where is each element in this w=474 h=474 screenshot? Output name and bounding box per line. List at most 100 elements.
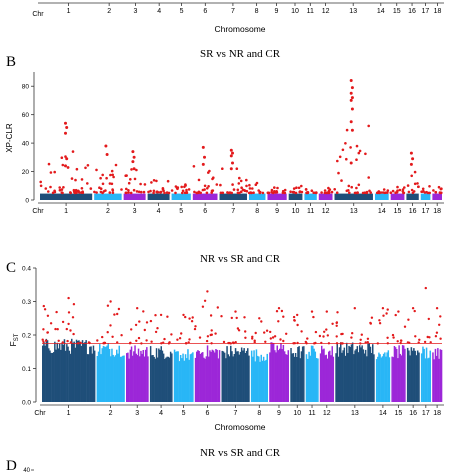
panel-c-chr-7-column [236,351,238,402]
panel-c-chr-10-column [303,346,305,402]
panel-c-chr-13-column [340,342,342,402]
panel-c-chr-12-column [329,350,331,402]
panel-c-point [378,322,382,325]
panel-b-point [129,191,133,195]
panel-c-chr-1-column [89,346,91,402]
panel-c-chr-11-column [314,351,317,402]
panel-c-chr-label-7: 7 [234,410,238,417]
panel-b-point [127,189,130,192]
panel-c-chr-2-column [112,354,114,402]
panel-b-point [267,191,271,195]
panel-c-chr-2-column [120,356,123,402]
panel-b-chr-label-4: 4 [157,208,161,215]
panel-c-max-point-chr-3 [136,307,139,310]
panel-c-chr-13-column [337,356,340,402]
panel-c-point [41,338,44,341]
panel-b-point [273,186,276,189]
panel-b-point [185,188,188,192]
panel-b-point [423,191,427,194]
panel-c-chr-11-column [307,358,309,402]
panel-c-title: NR vs SR and CR [200,253,281,265]
panel-a-chr-label-5: 5 [180,8,184,15]
panel-b-point [411,191,415,195]
panel-b-point [99,176,102,180]
panel-b-peak-point-chr-3 [132,167,136,171]
panel-b-point [155,179,158,183]
panel-c-point [325,328,328,331]
panel-c-chr-1-column [87,354,90,402]
panel-b-point [193,190,196,194]
panel-c-point [209,314,213,317]
panel-c-point [292,315,296,319]
panel-c-point [335,324,338,327]
panel-c-chr-5-column [173,349,176,402]
panel-c-chr-1-column [74,347,77,402]
panel-b-point [258,190,262,194]
panel-b-point [238,191,241,195]
panel-c-point [293,319,296,322]
panel-c-chr-2-column [123,355,125,402]
panel-b-point [199,191,202,195]
panel-c-point [243,316,246,319]
panel-b-point [245,184,248,188]
panel-b-point [389,191,393,194]
panel-b-point [236,188,240,192]
panel-b-point [247,191,251,195]
panel-c-chr-1-column [45,338,48,402]
panel-b-point [240,190,243,193]
panel-b-point [71,150,75,153]
panel-c-point [260,320,263,323]
panel-b-point [304,188,308,191]
panel-c-chr-2-column [113,356,116,402]
panel-b-point [330,190,334,194]
panel-b-point [310,189,314,192]
panel-c-point [279,338,282,341]
panel-a-chr-label-9: 9 [275,8,279,15]
panel-c-chr-6-column [208,356,210,402]
panel-c-chr-label-8: 8 [257,410,261,417]
panel-a-chr-label-2: 2 [107,8,111,15]
panel-c-chr-12-column [332,356,335,402]
panel-b-point [89,187,93,190]
panel-c-point [166,315,169,318]
panel-c-point [414,335,417,338]
panel-b-point [181,189,185,193]
panel-c-point [42,328,45,331]
panel-c-chr-1-column [52,352,55,402]
panel-b-point [110,182,114,186]
panel-b-point [248,183,251,187]
panel-c-chr-label-3: 3 [135,410,139,417]
panel-c-point [351,332,354,335]
panel-b-point [203,184,207,188]
panel-c-chr-1-column [92,345,95,402]
panel-c-point [360,333,363,336]
panel-c-chr-7-column [221,350,224,402]
panel-c-chr-13-column [336,343,338,402]
panel-b-peak-point-chr-13 [349,161,353,165]
panel-c-point [150,340,153,343]
panel-b-chr-1-background [40,193,93,200]
panel-c-chr-1-column [60,349,62,402]
panel-c-point [439,315,442,318]
panel-c-point [106,304,110,307]
panel-c-chr-10-column [301,346,304,402]
panel-b-point [255,181,259,185]
panel-b-peak-point-chr-1 [65,126,69,129]
panel-b-point [108,191,112,194]
panel-b-chr-7-background [219,193,247,200]
panel-c-chr-2-column [110,356,112,402]
panel-c-chr-11-column [313,348,315,402]
panel-b-point [327,191,331,195]
panel-b-point [344,142,347,145]
panel-c-max-point-chr-4 [159,313,163,317]
panel-b-point [243,189,247,192]
panel-b-point [61,163,65,167]
panel-c-chr-6-column [205,356,208,402]
panel-c-chr-5-column [188,359,190,402]
panel-b-letter: B [6,54,16,70]
panel-c-chr-1-column [55,349,57,402]
panel-b-point [84,166,87,170]
panel-c-chr-3-column [136,355,139,402]
panel-c-chr-8-column [262,356,265,402]
panel-c-chr-6-column [198,351,200,402]
